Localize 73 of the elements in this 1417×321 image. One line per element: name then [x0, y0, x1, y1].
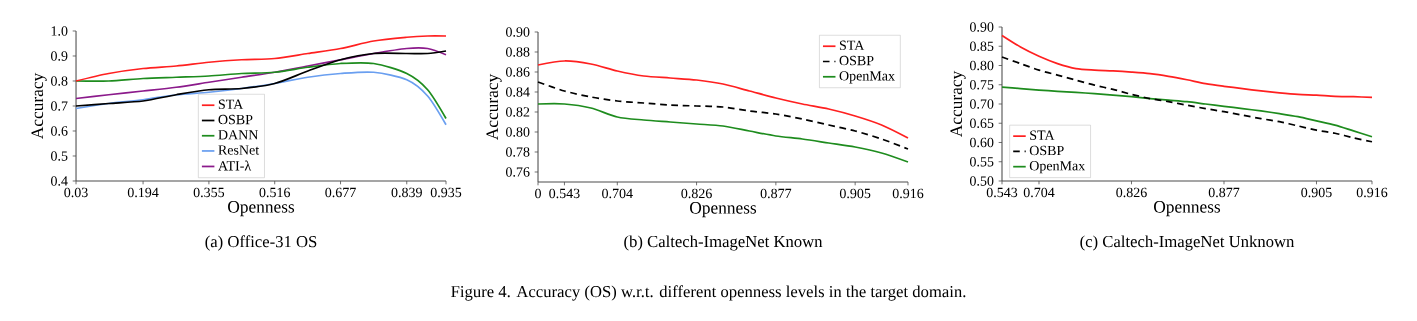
x-tick-label: 0.704 [1023, 187, 1055, 198]
y-tick-label: 0.7 [51, 101, 68, 111]
x-tick-label: 0.916 [1356, 187, 1388, 198]
x-tick-label: 0.905 [839, 188, 871, 199]
y-tick-label: 0.80 [969, 60, 994, 71]
x-tick-label: 0.916 [892, 188, 924, 199]
y-tick-label: 0.5 [51, 151, 68, 161]
x-tick-label: 0.877 [1208, 187, 1240, 198]
x-tick-label: 0.826 [681, 188, 712, 199]
legend-label: STA [839, 40, 865, 51]
x-tick-label: 0.194 [127, 187, 159, 198]
y-tick-label: 0.60 [969, 137, 994, 148]
text: (b) Caltech-ImageNet Known [624, 235, 823, 251]
legend-label: OSBP [1029, 145, 1064, 156]
y-tick-label: 0.90 [505, 27, 530, 37]
y-tick-label: 0.78 [505, 147, 530, 157]
y-tick-label: 0.65 [969, 118, 994, 128]
y-tick-label: 1.0 [51, 26, 68, 36]
legend-label: DANN [218, 130, 259, 140]
y-tick-label: 0.6 [51, 126, 68, 136]
y-tick-label: 0.90 [969, 22, 994, 32]
line-series [75, 35, 447, 82]
y-tick-label: 0.88 [505, 47, 530, 57]
line-series [75, 50, 447, 107]
x-tick-label: 0.03 [64, 187, 88, 198]
legend-label: STA [1030, 130, 1055, 140]
x-tick-label: 0.905 [1301, 187, 1332, 198]
x-tick-label: 0.677 [325, 187, 356, 198]
caption: Figure 4. Accuracy (OS) w.r.t. different openness levels in the target domain. [451, 285, 966, 301]
x-tick-label: 0 [535, 188, 541, 199]
legend-label: STA [218, 99, 244, 110]
y-tick-label: 0.84 [505, 87, 530, 97]
line-series [537, 102, 909, 163]
x-tick-label: 0.704 [602, 188, 633, 199]
y-tick-label: 0.50 [969, 176, 994, 186]
x-axis-title: Openness [1154, 201, 1221, 217]
line-series [75, 71, 447, 126]
y-tick-label: 0.55 [969, 157, 994, 167]
x-axis-title: Openness [228, 201, 295, 217]
y-axis-title: Accuracy [486, 73, 502, 141]
x-tick-label: 0.516 [259, 187, 291, 198]
legend-label: ATI-λ [218, 160, 252, 171]
x-tick-label: 0.839 [391, 187, 422, 198]
text: (c) Caltech-ImageNet Unknown [1080, 235, 1295, 251]
y-axis-title: Accuracy [31, 72, 47, 140]
legend-label: ResNet [218, 145, 260, 155]
text: (a) Office-31 OS [205, 235, 317, 251]
line-series [1001, 56, 1373, 143]
y-tick-label: 0.70 [969, 99, 994, 109]
y-tick-label: 0.85 [969, 41, 994, 51]
x-tick-label: 0.877 [760, 188, 792, 199]
y-tick-label: 0.80 [505, 127, 530, 137]
y-tick-label: 0.9 [51, 51, 68, 61]
y-tick-label: 0.86 [505, 67, 530, 77]
x-tick-label: 0.543 [986, 187, 1018, 198]
x-tick-label: 0.935 [430, 187, 462, 198]
x-axis-title: Openness [690, 202, 757, 218]
y-tick-label: 0.8 [51, 76, 68, 86]
y-tick-label: 0.75 [969, 80, 994, 90]
x-tick-label: 0.543 [549, 188, 580, 199]
x-tick-label: 0.826 [1116, 187, 1147, 198]
line-series [1001, 86, 1373, 138]
y-tick-label: 0.76 [505, 167, 530, 177]
y-tick-label: 0.82 [505, 107, 530, 117]
legend-label: OSBP [839, 55, 874, 66]
y-axis-title: Accuracy [950, 70, 966, 138]
legend-label: OSBP [218, 114, 253, 125]
line-series [75, 47, 447, 100]
legend-label: OpenMax [1029, 161, 1086, 174]
legend-label: OpenMax [839, 71, 895, 84]
x-tick-label: 0.355 [193, 187, 225, 198]
line-series [1001, 34, 1373, 99]
y-tick-label: 0.4 [51, 176, 68, 186]
